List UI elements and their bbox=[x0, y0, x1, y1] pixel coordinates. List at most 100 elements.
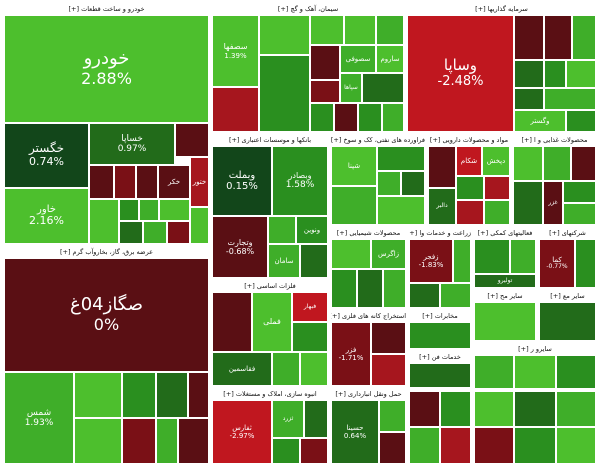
sector-header[interactable]: عرضه برق، گاز، بخاروآب گرم [+] bbox=[59, 248, 154, 256]
tile-food-d[interactable] bbox=[513, 181, 543, 225]
tile-invest-h[interactable] bbox=[544, 88, 596, 110]
tile-zafajr[interactable]: زفجر -1.83% bbox=[409, 239, 453, 283]
tile-invest-e[interactable] bbox=[544, 60, 566, 88]
tile-util-e[interactable] bbox=[74, 418, 122, 464]
tile-util-c[interactable] bbox=[156, 372, 188, 418]
tile-khegostar[interactable]: خگستر 0.74% bbox=[4, 123, 89, 188]
tile-pharma-b[interactable] bbox=[456, 176, 484, 200]
tile-kamka[interactable]: کما -0.77% bbox=[539, 239, 575, 288]
tile-pharma-a[interactable] bbox=[428, 146, 456, 188]
tile-farm-b[interactable] bbox=[409, 283, 440, 308]
sector-header[interactable]: خدمات فن [+] bbox=[419, 353, 461, 361]
tile-tapars[interactable]: ثفارس -2.97% bbox=[212, 400, 272, 464]
sector-header[interactable]: حمل ونقل انبارداری [+] bbox=[335, 390, 402, 398]
tile-famli[interactable]: فملی bbox=[252, 292, 292, 352]
tile-util-g[interactable] bbox=[156, 418, 178, 464]
tile-util-f[interactable] bbox=[122, 418, 156, 464]
tile-util-h[interactable] bbox=[178, 418, 209, 464]
tile-bank-b[interactable] bbox=[300, 244, 328, 278]
tile-cement-h[interactable] bbox=[310, 45, 340, 80]
tile-metal-d[interactable] bbox=[300, 352, 328, 386]
tile-misc-a2[interactable] bbox=[440, 391, 471, 427]
tile-metal-b[interactable] bbox=[292, 322, 328, 352]
tile-ref-d[interactable] bbox=[331, 186, 377, 225]
tile-cement-k[interactable] bbox=[310, 103, 334, 132]
sector-header[interactable]: بانکها و موسسات اعتباری [+] bbox=[228, 136, 312, 144]
tile-food-a[interactable] bbox=[513, 146, 543, 181]
tile-o5-a[interactable] bbox=[409, 363, 471, 388]
tile-dalber[interactable]: دالبر bbox=[428, 188, 456, 225]
tile-o1-a[interactable] bbox=[474, 302, 536, 341]
tile-farm-a[interactable] bbox=[453, 239, 471, 283]
tile-ref-c[interactable] bbox=[401, 171, 425, 196]
tile-vabsader[interactable]: وبصادر 1.58% bbox=[272, 146, 328, 216]
tile-cement-b[interactable] bbox=[212, 87, 259, 132]
tile-cement-f[interactable] bbox=[344, 15, 376, 45]
tile-sarom[interactable]: ساروم bbox=[376, 45, 404, 73]
tile-serv-b[interactable] bbox=[510, 239, 536, 274]
tile-metal-a[interactable] bbox=[212, 292, 252, 352]
tile-vasapa[interactable]: وساپا -2.48% bbox=[407, 15, 514, 132]
tile-cement-l[interactable] bbox=[334, 103, 358, 132]
tile-chem-c[interactable] bbox=[357, 269, 383, 308]
tile-pharma-e[interactable] bbox=[484, 200, 510, 225]
sector-header[interactable]: فلزات اساسی [+] bbox=[244, 282, 296, 290]
tile-small-h[interactable] bbox=[119, 221, 143, 244]
tile-ref-e[interactable] bbox=[377, 196, 425, 225]
tile-cement-i[interactable] bbox=[362, 73, 404, 103]
sector-header[interactable]: فعالیتهای کمکی [+] bbox=[477, 229, 533, 237]
tile-fazar[interactable]: فزر -1.71% bbox=[331, 322, 371, 386]
tile-invest-d[interactable] bbox=[514, 60, 544, 88]
tile-small-g[interactable] bbox=[159, 199, 190, 221]
tile-cement-j[interactable] bbox=[310, 80, 340, 103]
tile-fameli2[interactable]: فقاسمین bbox=[212, 352, 272, 386]
tile-invest-a[interactable] bbox=[514, 15, 544, 60]
sector-header[interactable]: شرکتهای [+] bbox=[549, 229, 586, 237]
tile-o4-b[interactable] bbox=[514, 355, 556, 389]
tile-mine-b[interactable] bbox=[371, 354, 406, 386]
tile-vanovin[interactable]: ونوین bbox=[296, 216, 328, 244]
tile-misc-b6[interactable] bbox=[556, 427, 596, 464]
tile-invest-g[interactable] bbox=[514, 88, 544, 110]
tile-metal-c[interactable] bbox=[272, 352, 300, 386]
tile-chem-d[interactable] bbox=[383, 269, 406, 308]
tile-vagostar[interactable]: وگستر bbox=[514, 110, 566, 132]
tile-food-e[interactable] bbox=[563, 181, 596, 203]
tile-khsap2[interactable] bbox=[175, 123, 209, 157]
tile-zagros[interactable]: زاگرس bbox=[371, 239, 406, 269]
tile-small-e[interactable] bbox=[119, 199, 139, 221]
tile-o2-a[interactable] bbox=[539, 302, 596, 341]
tile-shamsa[interactable]: شمس 1.93% bbox=[4, 372, 74, 464]
tile-small-j[interactable] bbox=[167, 221, 190, 244]
tile-invest-b[interactable] bbox=[544, 15, 572, 60]
tile-cons-c[interactable] bbox=[300, 438, 328, 464]
tile-trans-b[interactable] bbox=[379, 432, 406, 464]
sector-header[interactable]: محصولات غذایی و ا [+] bbox=[521, 136, 588, 144]
tile-misc-b3[interactable] bbox=[556, 391, 596, 427]
tile-misc-b4[interactable] bbox=[474, 427, 514, 464]
sector-header[interactable]: سایرو ر [+] bbox=[518, 345, 552, 353]
sector-header[interactable]: محصولات شیمیایی [+] bbox=[336, 229, 401, 237]
tile-tolirow[interactable]: تولیرو bbox=[474, 274, 536, 288]
sector-header[interactable]: سرمایه گذاریها [+] bbox=[475, 5, 528, 13]
tile-tazar[interactable]: ثزرد bbox=[272, 400, 304, 438]
tile-food-f[interactable] bbox=[563, 203, 596, 225]
tile-mine-a[interactable] bbox=[371, 322, 406, 354]
tile-invest-f[interactable] bbox=[566, 60, 596, 88]
tile-pharma-d[interactable] bbox=[456, 200, 484, 225]
tile-small-i[interactable] bbox=[143, 221, 167, 244]
sector-header[interactable]: فراورده های نفتی، کک و سوخ [+] bbox=[331, 136, 425, 144]
sector-header[interactable]: سایر مع [+] bbox=[550, 292, 585, 300]
tile-dapakhsh[interactable]: دپخش bbox=[482, 146, 510, 176]
tile-saman[interactable]: سامان bbox=[268, 244, 300, 278]
tile-cons-b[interactable] bbox=[272, 438, 300, 464]
tile-chem-b[interactable] bbox=[331, 269, 357, 308]
tile-small-c[interactable] bbox=[136, 165, 158, 199]
tile-cement-n[interactable] bbox=[382, 103, 404, 132]
tile-cement-c[interactable] bbox=[259, 15, 310, 55]
tile-serv-a[interactable] bbox=[474, 239, 510, 274]
tile-fabahar[interactable]: فبهار bbox=[292, 292, 328, 322]
tile-sasufi[interactable]: سصوفی bbox=[340, 45, 376, 73]
tile-shakam[interactable]: شکام bbox=[456, 146, 482, 176]
tile-small-d[interactable] bbox=[89, 199, 119, 244]
